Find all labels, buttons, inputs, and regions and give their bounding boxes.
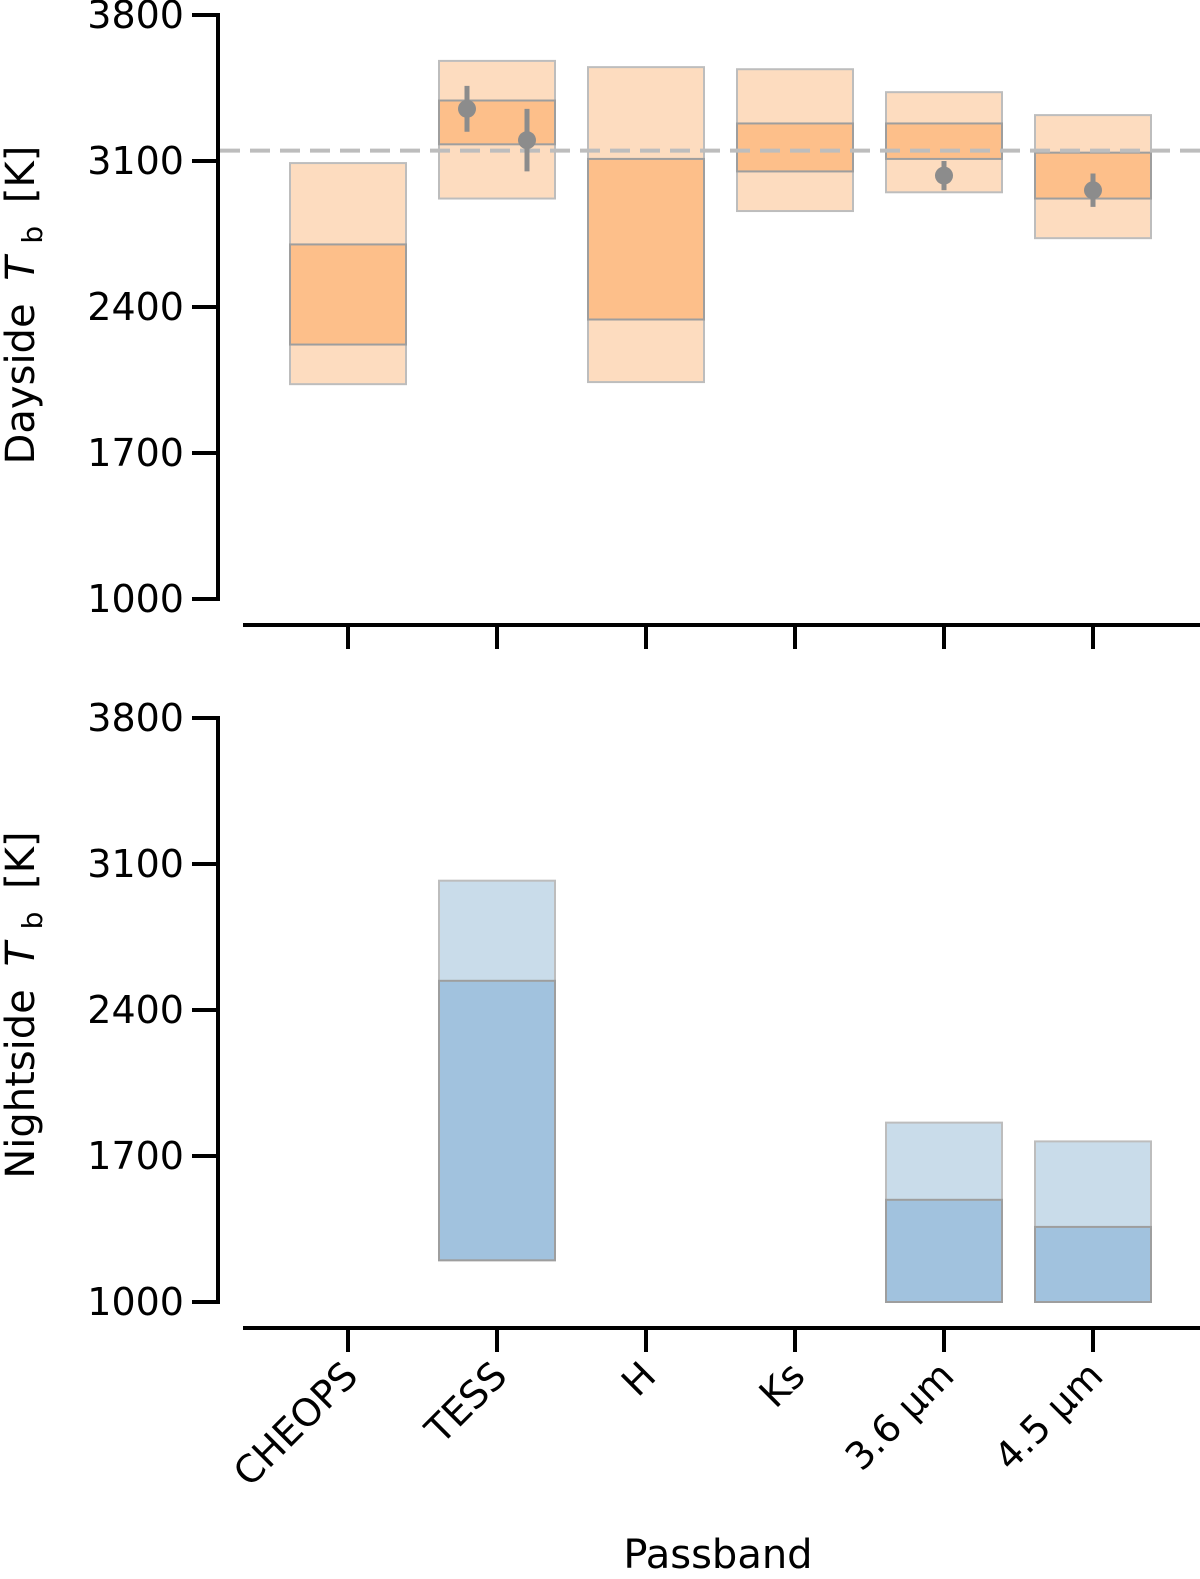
x-tick-label-h: H (613, 1353, 664, 1404)
nightside-y-unit: [K] (0, 831, 44, 888)
x-tick-label-ks: Ks (751, 1353, 814, 1416)
y-tick-label-3800: 3800 (87, 696, 184, 740)
dayside-y-unit: [K] (0, 146, 44, 203)
data-point-2 (935, 166, 953, 185)
x-tick-label-cheops: CHEOPS (225, 1353, 366, 1494)
bar-inner-ks (736, 122, 854, 173)
dayside-points (458, 85, 1102, 207)
nightside-y-axis-title: Nightside T b [K] (0, 831, 52, 1178)
nightside-panel: 1000 1700 2400 3100 3800 CHEOPS TESS H Ks 3.6 μm… (0, 696, 1200, 1578)
x-tick-label-4-5-m: 4.5 μm (986, 1353, 1112, 1479)
nightside-y-axis: 1000 1700 2400 3100 3800 (87, 696, 220, 1324)
x-axis-title: Passband (623, 1532, 812, 1578)
nightside-x-axis: CHEOPS TESS H Ks 3.6 μm 4.5 μm (225, 1326, 1200, 1495)
dayside-x-axis (243, 623, 1200, 649)
y-tick-label-1000: 1000 (87, 1280, 184, 1324)
y-tick-label-3800: 3800 (87, 0, 184, 37)
dayside-y-label: Dayside (0, 303, 44, 464)
y-tick-label-3100: 3100 (87, 842, 184, 886)
bar-inner-3-6-m (885, 122, 1003, 160)
nightside-y-symbol: T (0, 938, 44, 966)
dayside-y-subscript: b (16, 226, 49, 244)
bar-inner-tess (438, 99, 556, 146)
data-point-1 (518, 131, 536, 150)
y-tick-label-3100: 3100 (87, 139, 184, 183)
y-tick-label-2400: 2400 (87, 285, 184, 329)
dayside-y-symbol: T (0, 253, 44, 281)
x-tick-label-tess: TESS (416, 1353, 515, 1452)
y-tick-label-1700: 1700 (87, 431, 184, 475)
dayside-y-axis: 1000 1700 2400 3100 3800 (87, 0, 220, 621)
bar-inner-h (587, 157, 705, 321)
dayside-panel: 1000 1700 2400 3100 3800 Dayside T b [K] (0, 0, 1200, 649)
dayside-bars (289, 59, 1152, 386)
nightside-y-label: Nightside (0, 989, 44, 1178)
y-tick-label-1000: 1000 (87, 577, 184, 621)
data-point-0 (458, 99, 476, 118)
nightside-bars (438, 879, 1152, 1304)
nightside-y-subscript: b (16, 912, 49, 930)
dayside-y-axis-title: Dayside T b [K] (0, 146, 52, 465)
bar-inner-3-6-m (885, 1198, 1003, 1304)
y-tick-label-2400: 2400 (87, 988, 184, 1032)
bar-inner-4-5-m (1034, 1225, 1152, 1304)
data-point-3 (1084, 181, 1102, 200)
y-tick-label-1700: 1700 (87, 1134, 184, 1178)
x-tick-label-3-6-m: 3.6 μm (837, 1353, 963, 1479)
bar-inner-cheops (289, 243, 407, 346)
bar-inner-tess (438, 979, 556, 1262)
